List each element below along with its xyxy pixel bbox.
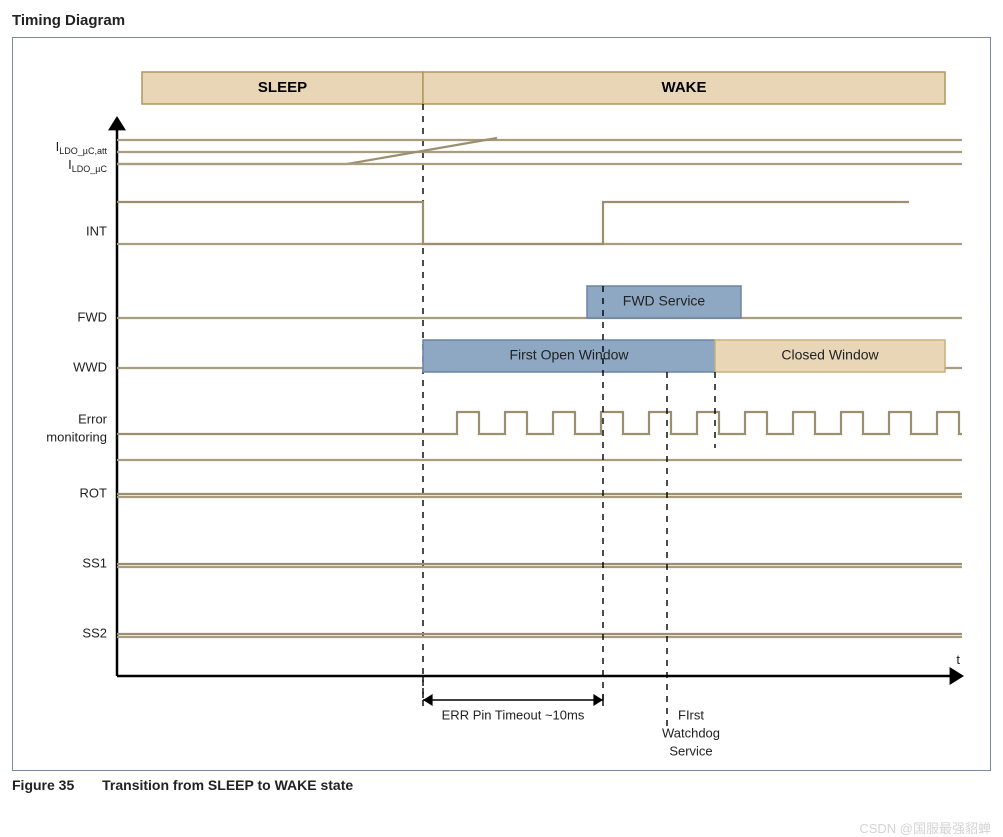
svg-text:Error: Error	[78, 411, 108, 426]
figure-caption-text: Transition from SLEEP to WAKE state	[102, 777, 353, 793]
svg-text:Watchdog: Watchdog	[662, 726, 720, 741]
svg-text:Service: Service	[669, 744, 712, 756]
timing-diagram-svg: SLEEP WAKE t ILDO_µC,attILDO_µC INT FWD FWD Se…	[27, 56, 977, 756]
svg-text:SS2: SS2	[82, 625, 107, 640]
svg-text:WAKE: WAKE	[662, 79, 707, 96]
svg-text:FWD Service: FWD Service	[623, 293, 706, 309]
svg-text:ILDO_µC,att: ILDO_µC,att	[56, 139, 108, 156]
figure-number: Figure 35	[12, 777, 74, 793]
svg-text:monitoring: monitoring	[46, 429, 107, 444]
diagram-frame: SLEEP WAKE t ILDO_µC,attILDO_µC INT FWD FWD Se…	[12, 37, 991, 771]
watermark: CSDN @国服最强貂蝉	[859, 818, 991, 837]
svg-text:First Open Window: First Open Window	[509, 347, 629, 363]
svg-text:INT: INT	[86, 223, 107, 238]
svg-text:ERR Pin Timeout ~10ms: ERR Pin Timeout ~10ms	[442, 708, 585, 723]
svg-text:Closed Window: Closed Window	[781, 347, 879, 363]
svg-text:FWD: FWD	[77, 309, 107, 324]
svg-text:SS1: SS1	[82, 555, 107, 570]
page-title: Timing Diagram	[12, 12, 991, 29]
svg-text:FIrst: FIrst	[678, 708, 704, 723]
svg-text:WWD: WWD	[73, 359, 107, 374]
svg-text:ILDO_µC: ILDO_µC	[68, 157, 107, 174]
svg-text:SLEEP: SLEEP	[258, 79, 307, 96]
svg-text:ROT: ROT	[80, 485, 108, 500]
svg-text:t: t	[956, 652, 960, 667]
figure-caption: Figure 35 Transition from SLEEP to WAKE …	[12, 777, 991, 793]
